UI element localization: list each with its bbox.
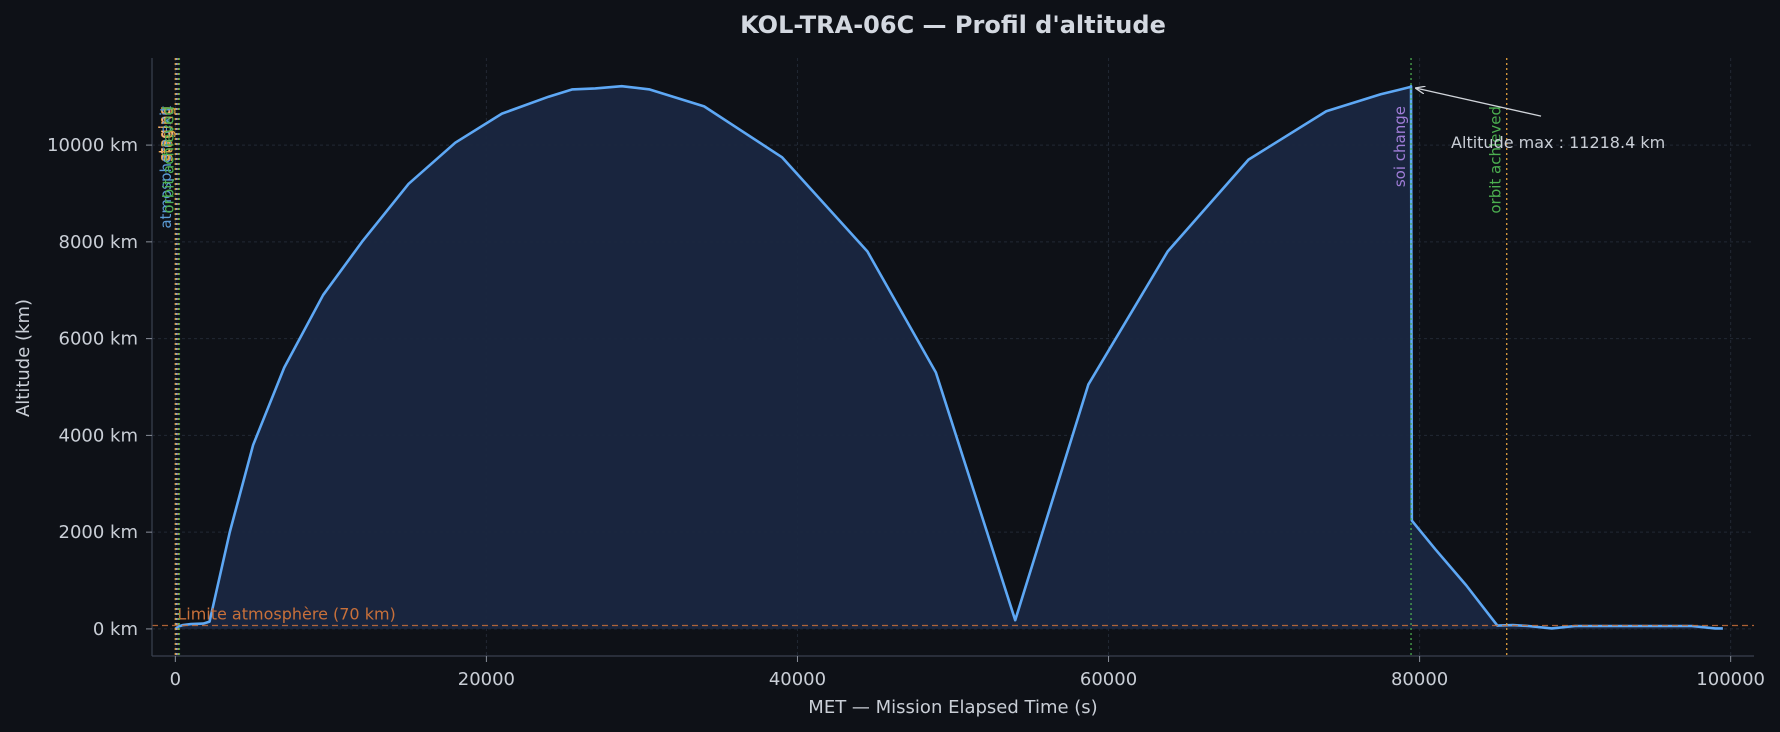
- y-tick-label: 4000 km: [59, 425, 139, 446]
- event-label: atmosphere exit: [157, 106, 175, 229]
- series-area-fill: [175, 86, 1723, 629]
- annotations: Altitude max : 11218.4 km: [1416, 88, 1665, 152]
- axes: [151, 58, 1754, 657]
- event-label: staging: [155, 106, 173, 162]
- event-label: orbit achieved: [159, 106, 177, 214]
- y-tick-label: 10000 km: [47, 135, 138, 156]
- event-label: staging: [157, 106, 175, 162]
- reference-lines: Limite atmosphère (70 km): [152, 605, 1754, 627]
- x-tick-label: 40000: [769, 669, 826, 690]
- x-tick-label: 0: [170, 669, 181, 690]
- y-tick-label: 2000 km: [59, 522, 139, 543]
- y-tick-label: 6000 km: [59, 329, 139, 350]
- x-tick-label: 80000: [1391, 669, 1448, 690]
- annotation-arrow: [1416, 88, 1542, 117]
- x-axis-label: MET — Mission Elapsed Time (s): [808, 697, 1097, 718]
- max-altitude-annotation: Altitude max : 11218.4 km: [1451, 133, 1665, 152]
- chart-title: KOL-TRA-06C — Profil d'altitude: [740, 11, 1166, 39]
- event-label: staging: [158, 106, 176, 162]
- event-label: orbit achieved: [1487, 106, 1505, 214]
- atmosphere-limit-label: Limite atmosphère (70 km): [177, 605, 395, 624]
- y-tick-label: 0 km: [93, 619, 138, 640]
- x-tick-label: 60000: [1080, 669, 1137, 690]
- x-tick-label: 100000: [1696, 669, 1765, 690]
- x-tick-label: 20000: [458, 669, 515, 690]
- y-axis-label: Altitude (km): [13, 299, 34, 417]
- y-tick-label: 8000 km: [59, 232, 139, 253]
- ticks: 0 20000 40000 60000 80000 100000 0 km 2000 km 40…: [47, 135, 1765, 690]
- event-label: soi change: [1391, 106, 1409, 187]
